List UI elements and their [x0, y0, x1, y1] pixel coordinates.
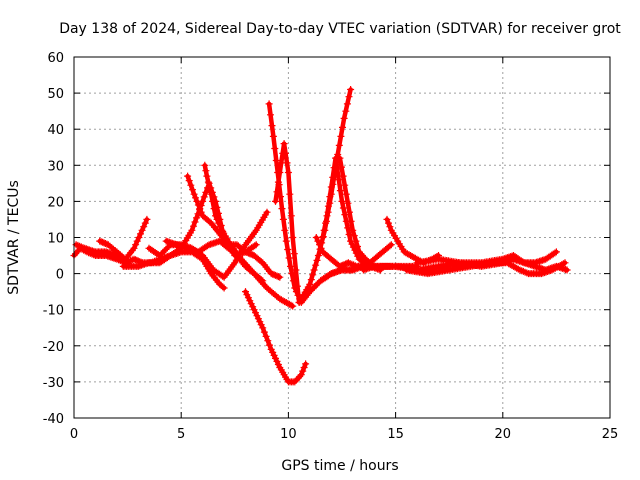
y-tick-label: -20 — [43, 340, 64, 355]
series-sat-i — [242, 288, 310, 386]
y-tick-label: 40 — [47, 123, 64, 138]
series-sat-h — [201, 161, 297, 310]
series-markers — [312, 234, 395, 270]
x-tick-label: 20 — [495, 427, 512, 442]
data-series — [70, 86, 571, 386]
y-axis-label: SDTVAR / TECUs — [6, 180, 22, 295]
y-tick-label: 20 — [47, 195, 64, 210]
series-sat-n — [312, 234, 395, 270]
x-tick-label: 5 — [177, 427, 185, 442]
x-tick-label: 0 — [70, 427, 78, 442]
series-markers — [96, 215, 151, 263]
y-tick-label: 0 — [56, 268, 64, 283]
y-tick-label: 50 — [47, 87, 64, 102]
axis-ticks: 0 5 10 15 20 25 60 50 40 30 20 10 0 -10 -20 -30 -40 — [43, 51, 619, 442]
series-markers — [201, 161, 297, 310]
y-tick-label: -40 — [43, 412, 64, 427]
x-axis-label: GPS time / hours — [281, 458, 398, 474]
series-line — [243, 289, 308, 385]
x-tick-label: 25 — [602, 427, 619, 442]
y-tick-label: -10 — [43, 304, 64, 319]
x-tick-label: 10 — [280, 427, 297, 442]
y-tick-label: 30 — [47, 159, 64, 174]
x-tick-label: 15 — [387, 427, 404, 442]
y-tick-label: -30 — [43, 376, 64, 391]
y-tick-label: 10 — [47, 232, 64, 247]
chart-title: Day 138 of 2024, Sidereal Day-to-day VTE… — [59, 21, 621, 37]
y-tick-label: 60 — [47, 51, 64, 66]
series-sat-s — [402, 259, 569, 278]
grid — [74, 57, 610, 418]
series-markers — [402, 259, 569, 278]
series-sat-c — [96, 215, 151, 263]
series-markers — [242, 288, 310, 386]
